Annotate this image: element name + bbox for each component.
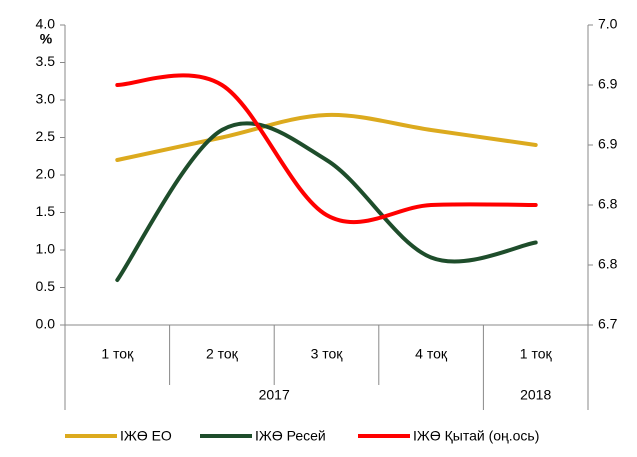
series-line (115, 112, 538, 162)
x-tick-label: 1 тоқ (101, 346, 134, 362)
y2-tick-label: 7.0 (598, 16, 618, 32)
y-tick-label: 0.5 (36, 278, 56, 294)
legend-label: ІЖӨ Ресей (255, 428, 326, 444)
legend-label: ІЖӨ ЕО (120, 428, 172, 444)
x-group-label: 2017 (259, 387, 290, 403)
series-line (115, 73, 538, 225)
y-tick-label: 0.0 (36, 316, 56, 332)
y-tick-label: 2.5 (36, 128, 56, 144)
x-tick-label: 4 тоқ (415, 346, 448, 362)
y-tick-label: 2.0 (36, 166, 56, 182)
y-tick-label: 3.5 (36, 53, 56, 69)
y-tick-label: 3.0 (36, 91, 56, 107)
x-tick-label: 2 тоқ (206, 346, 239, 362)
y2-tick-label: 6.9 (598, 136, 618, 152)
x-tick-label: 1 тоқ (520, 346, 553, 362)
series-line (115, 121, 538, 282)
y-axis-label: % (40, 31, 53, 47)
legend-label: ІЖӨ Қытай (оң.ось) (413, 428, 539, 444)
y2-tick-label: 6.8 (598, 196, 618, 212)
x-group-label: 2018 (520, 387, 551, 403)
x-tick-label: 3 тоқ (311, 346, 344, 362)
y-tick-label: 4.0 (36, 16, 56, 32)
y2-tick-label: 6.7 (598, 316, 618, 332)
y-tick-label: 1.0 (36, 241, 56, 257)
y2-tick-label: 6.9 (598, 76, 618, 92)
y2-tick-label: 6.8 (598, 256, 618, 272)
y-tick-label: 1.5 (36, 203, 56, 219)
